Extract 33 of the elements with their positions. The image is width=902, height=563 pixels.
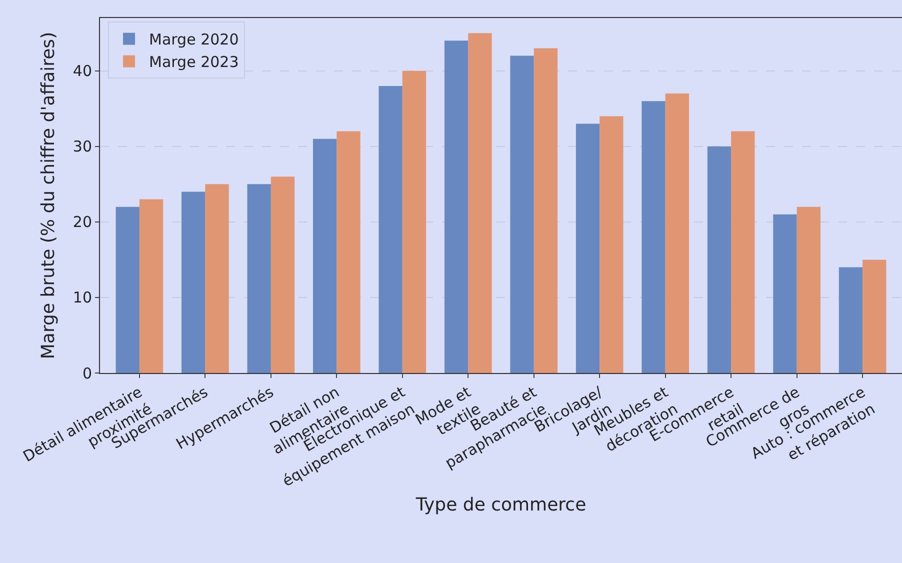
bar	[534, 48, 558, 373]
y-tick-label: 40	[72, 62, 92, 80]
bar	[270, 176, 295, 373]
bar	[510, 56, 534, 373]
bar	[116, 206, 140, 373]
y-tick-label: 0	[82, 364, 92, 382]
bar	[642, 101, 666, 373]
y-axis-title: Marge brute (% du chiffre d'affaires)	[38, 32, 59, 360]
y-tick-label: 20	[72, 213, 92, 232]
bar	[312, 138, 337, 373]
bar	[576, 124, 600, 373]
bar	[182, 192, 206, 373]
bar	[247, 184, 271, 373]
bar	[838, 267, 863, 373]
bar	[665, 94, 690, 373]
bar	[468, 33, 492, 373]
bar	[378, 86, 402, 373]
bar	[139, 199, 164, 373]
bar	[731, 131, 755, 373]
x-axis-title: Type de commerce	[414, 494, 586, 516]
bar	[707, 146, 732, 373]
bar	[402, 70, 426, 373]
y-tick-label: 30	[72, 138, 92, 156]
bar	[796, 206, 820, 373]
bar	[600, 116, 624, 373]
bar	[205, 184, 229, 373]
bar	[444, 40, 468, 373]
bar	[773, 214, 797, 373]
legend-label: Marge 2020	[149, 30, 239, 49]
bar	[862, 260, 886, 373]
y-tick-label: 10	[72, 288, 92, 307]
legend-label: Marge 2023	[149, 53, 239, 72]
bar	[336, 131, 360, 373]
